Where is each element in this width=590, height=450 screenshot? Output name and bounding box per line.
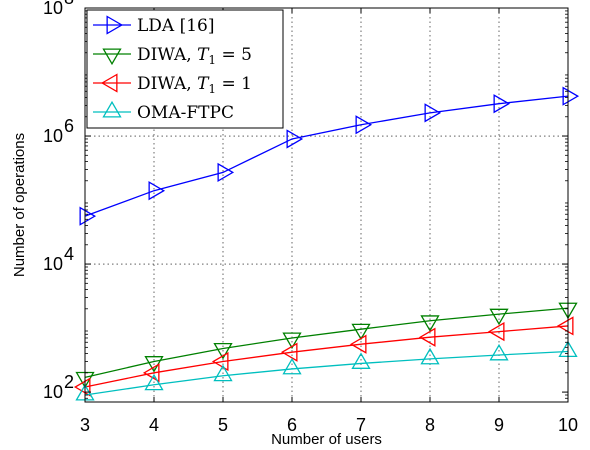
series-4	[75, 340, 578, 401]
data-point	[562, 86, 580, 106]
y-tick-label: 10	[43, 254, 63, 274]
data-point	[213, 364, 233, 382]
data-point	[349, 334, 367, 354]
y-tick-exponent: 2	[64, 372, 74, 392]
data-point	[351, 352, 371, 369]
data-point	[73, 377, 91, 397]
y-tick-label: 10	[43, 126, 63, 146]
data-point	[282, 357, 302, 375]
data-point	[418, 327, 436, 347]
x-tick-label: 8	[425, 415, 435, 435]
data-point	[211, 351, 229, 372]
data-point	[420, 347, 440, 365]
data-point	[556, 316, 574, 336]
x-tick-label: 6	[287, 415, 297, 435]
axis-ticks: 345678910102104106108	[43, 0, 578, 435]
legend-item-3: DIWA, T1 = 1	[93, 73, 252, 96]
x-tick-label: 4	[149, 415, 159, 435]
data-point	[424, 103, 442, 123]
x-tick-label: 10	[558, 415, 578, 435]
data-point	[351, 323, 371, 341]
y-tick-label: 10	[43, 382, 63, 402]
series-line	[84, 95, 569, 217]
plot-frame	[84, 7, 569, 403]
legend-marker	[102, 48, 122, 66]
data-point	[286, 129, 304, 149]
series-line	[84, 307, 569, 378]
data-point	[148, 181, 166, 201]
data-point	[489, 343, 509, 361]
legend-marker	[102, 100, 122, 118]
series-layer	[73, 86, 580, 401]
data-point	[355, 115, 373, 135]
data-point	[144, 373, 164, 391]
data-point	[489, 308, 509, 326]
legend-label: OMA-FTPC	[137, 103, 234, 123]
x-axis-label: Number of users	[271, 431, 382, 448]
legend-label: DIWA, T1 = 1	[137, 74, 252, 96]
data-point	[213, 342, 233, 360]
y-tick-exponent: 8	[64, 0, 74, 8]
x-tick-label: 3	[80, 415, 90, 435]
series-1	[79, 86, 580, 226]
legend: LDA [16] DIWA, T1 = 5 DIWA, T1 = 1 OMA-FTPC	[86, 9, 284, 129]
y-axis-label: Number of operations	[11, 133, 28, 277]
data-point	[420, 315, 440, 332]
legend-marker	[106, 15, 124, 35]
data-point	[142, 363, 160, 383]
legend-item-4: OMA-FTPC	[93, 100, 234, 123]
legend-item-1: LDA [16]	[93, 15, 215, 36]
series-2	[75, 302, 578, 389]
series-3	[73, 316, 574, 397]
data-point	[487, 321, 505, 342]
data-point	[280, 342, 298, 362]
legend-item-2: DIWA, T1 = 5	[93, 45, 252, 67]
legend-marker	[100, 73, 118, 93]
series-line	[84, 350, 569, 396]
y-tick-exponent: 6	[64, 116, 74, 136]
data-point	[282, 332, 302, 350]
x-tick-label: 7	[356, 415, 366, 435]
x-tick-label: 9	[494, 415, 504, 435]
data-point	[79, 206, 97, 226]
y-tick-label: 10	[43, 0, 63, 18]
legend-box	[86, 9, 284, 129]
data-point	[217, 162, 235, 183]
data-point	[493, 94, 511, 114]
legend-label: DIWA, T1 = 5	[137, 45, 252, 67]
y-tick-exponent: 4	[64, 244, 74, 264]
series-line	[84, 325, 569, 388]
x-tick-label: 5	[218, 415, 228, 435]
legend-label: LDA [16]	[137, 16, 215, 36]
